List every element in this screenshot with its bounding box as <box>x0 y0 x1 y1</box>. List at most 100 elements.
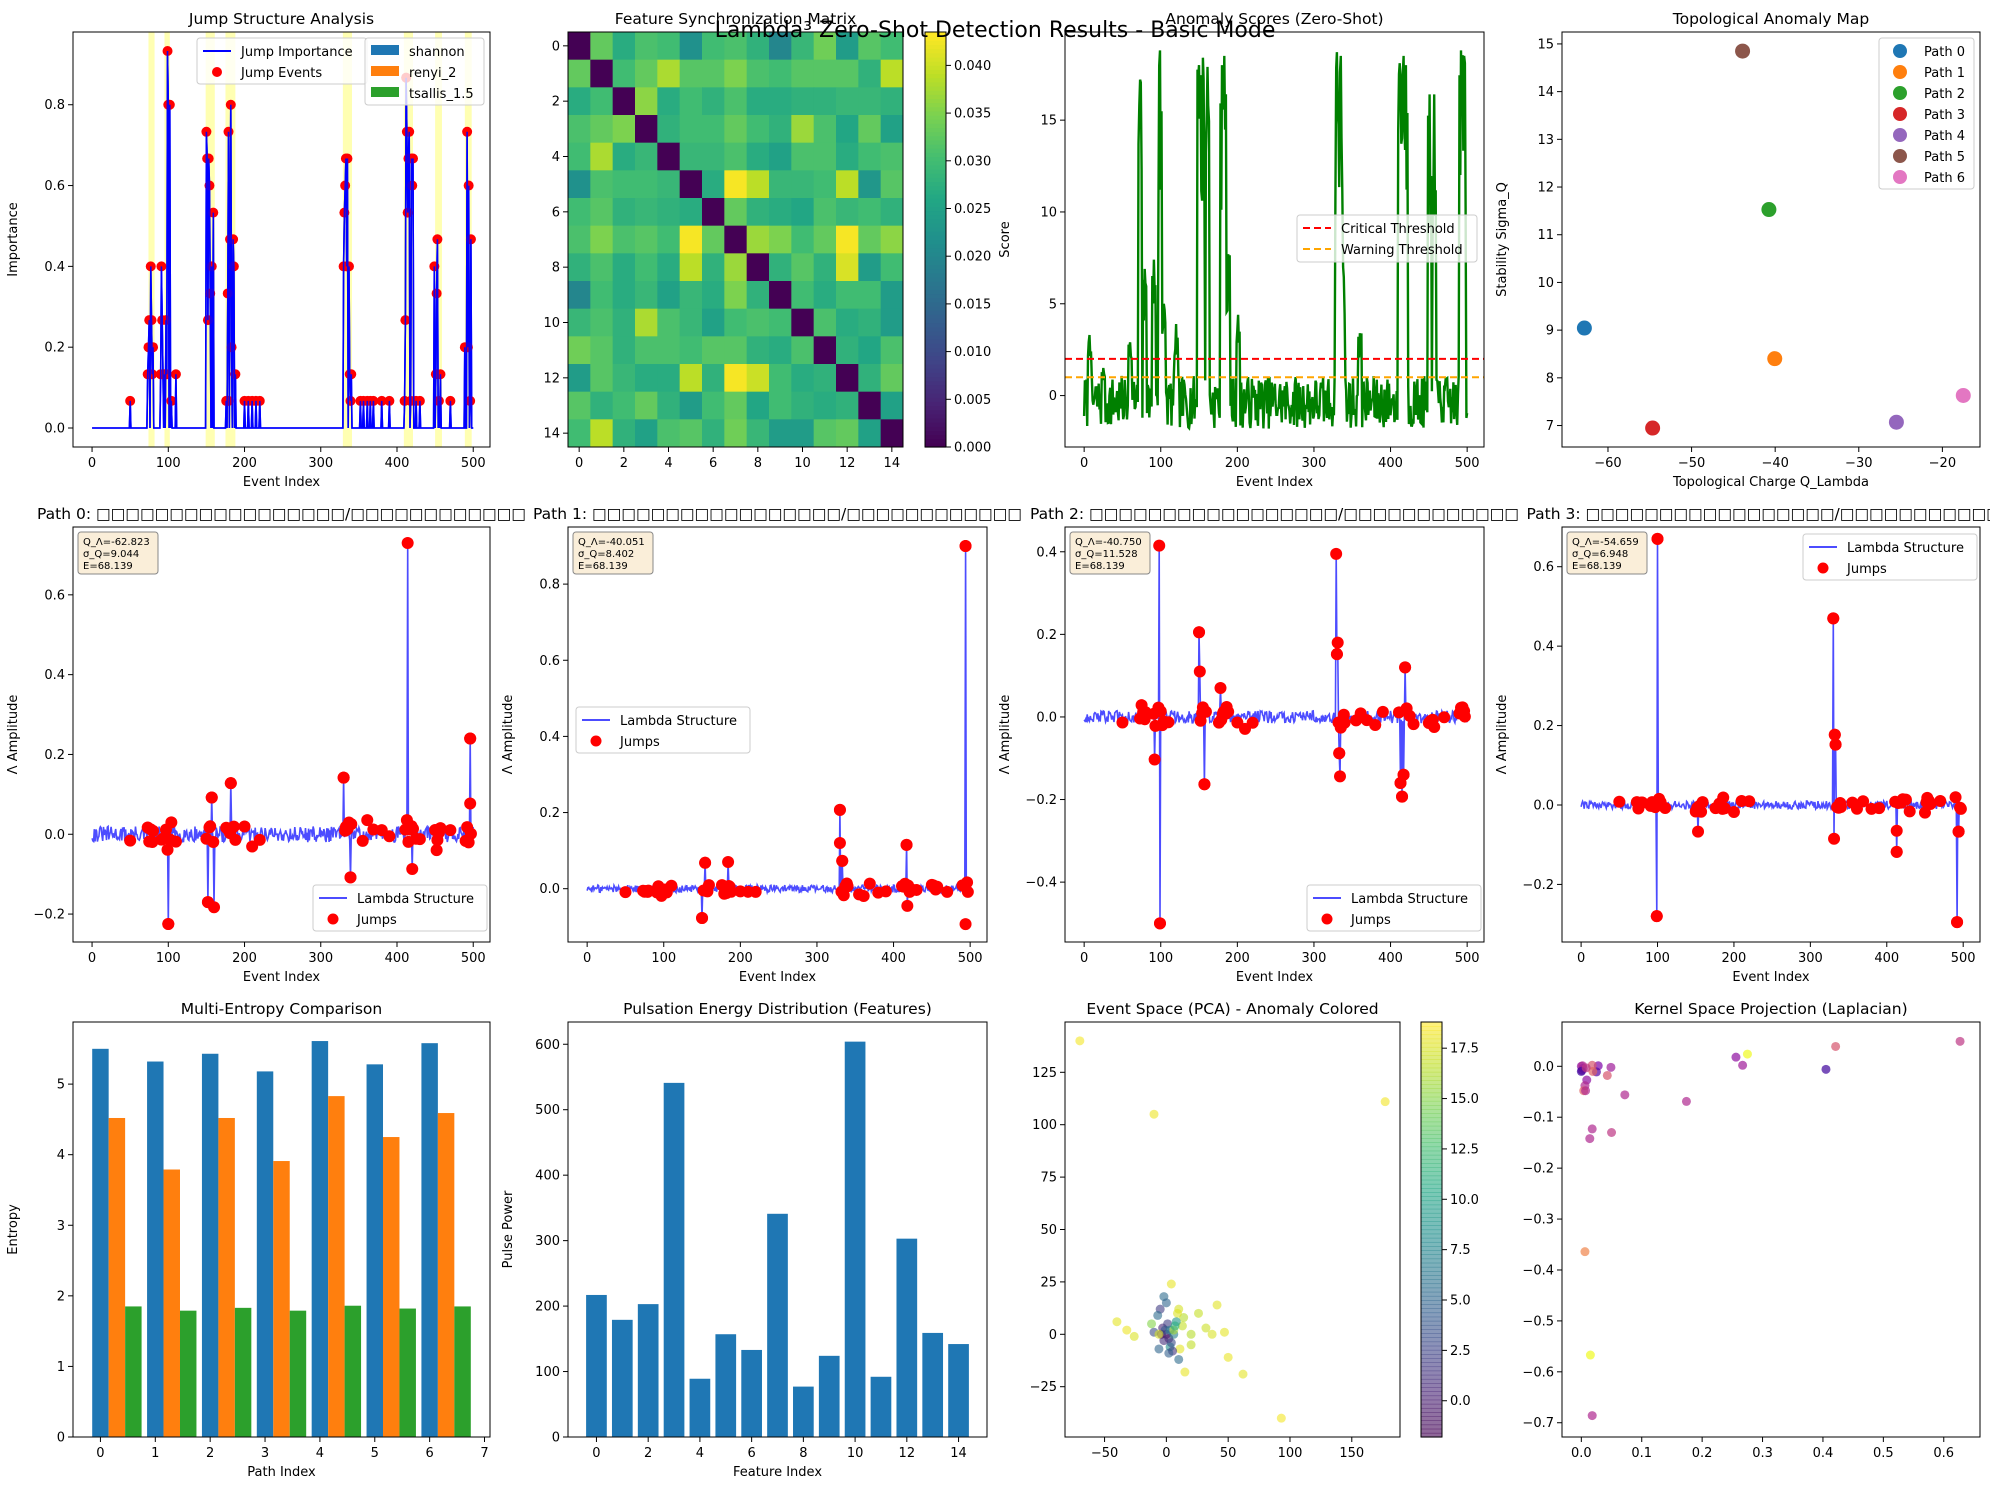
x-tick-label: 2 <box>206 1446 214 1461</box>
heatmap-cell <box>836 225 859 254</box>
jump-point <box>1918 806 1931 819</box>
jump-point <box>1903 805 1916 818</box>
jump-point <box>1717 791 1730 804</box>
colorbar-segment <box>925 81 946 87</box>
jump-point <box>702 879 715 892</box>
heatmap-cell <box>702 142 725 171</box>
chart-title: Pulsation Energy Distribution (Features) <box>623 1000 932 1018</box>
plot-frame <box>72 1021 491 1438</box>
jump-point <box>1890 845 1903 858</box>
chart-event-space-pca: −50 0 50 100 150 −25 0 25 50 75 100 125 Event Space … <box>1030 1000 1479 1461</box>
plot-frame <box>1064 1021 1401 1438</box>
colorbar-segment <box>925 368 946 373</box>
colorbar-tick-label: 2.5 <box>1450 1344 1471 1359</box>
y-tick-label: 0.2 <box>1036 628 1057 643</box>
colorbar-segment <box>925 110 946 116</box>
heatmap-cell <box>769 142 792 171</box>
x-tick-label: 500 <box>1951 951 1976 966</box>
legend-label: Jumps <box>1350 913 1391 928</box>
heatmap-cell <box>769 281 792 310</box>
kernel-point <box>1607 1127 1617 1137</box>
pca-point <box>1149 1109 1159 1119</box>
heatmap-cell <box>724 115 748 144</box>
x-tick-label: 500 <box>958 951 983 966</box>
legend-marker <box>1893 170 1907 184</box>
info-line: Q_Λ=-62.823 <box>83 537 150 548</box>
info-line: Q_Λ=-40.750 <box>1075 537 1142 548</box>
legend-label: Path 1 <box>1924 66 1965 81</box>
legend-label: tsallis_1.5 <box>409 87 474 102</box>
plot-frame <box>567 1021 988 1438</box>
heatmap-cell <box>657 225 681 254</box>
x-tick-label: 0.1 <box>1631 1446 1652 1461</box>
kernel-point <box>1602 1070 1612 1080</box>
x-tick-label: −20 <box>1929 456 1956 471</box>
heatmap-cell <box>813 170 837 199</box>
pca-point <box>1175 1344 1185 1354</box>
y-tick-label: 0.0 <box>539 882 560 897</box>
x-tick-label: 6 <box>709 456 717 471</box>
colorbar-segment <box>925 65 946 70</box>
legend-label: Critical Threshold <box>1341 222 1455 237</box>
x-tick-label: 0 <box>592 1446 600 1461</box>
info-line: σ_Q=8.402 <box>578 549 634 560</box>
legend-swatch <box>371 66 399 76</box>
x-tick-label: 0.5 <box>1873 1446 1894 1461</box>
heatmap-cell <box>813 59 837 88</box>
legend-label: Warning Threshold <box>1341 243 1463 258</box>
y-tick-label: 500 <box>535 1103 560 1118</box>
heatmap-cell <box>746 281 770 310</box>
x-tick-label: 0 <box>96 1446 104 1461</box>
x-tick-label: 5 <box>371 1446 379 1461</box>
jump-point <box>959 540 972 553</box>
chart-title: Feature Synchronization Matrix <box>615 10 856 28</box>
heatmap-cell <box>568 336 591 365</box>
jump-point <box>1338 716 1351 729</box>
heatmap-cell <box>880 225 904 254</box>
colorbar-segment <box>925 218 946 224</box>
colorbar-segment <box>1421 1188 1442 1193</box>
y-tick-label: 2 <box>552 95 560 110</box>
colorbar-tick-label: 0.005 <box>954 393 991 408</box>
colorbar-segment <box>1421 1196 1442 1202</box>
jump-point <box>207 836 220 849</box>
heatmap-cell <box>791 391 815 420</box>
chart-path1: 0 100 200 300 400 500 0.0 0.2 0.4 0.6 0.8 Path 1: □… <box>501 505 1022 985</box>
x-tick-label: 0.6 <box>1933 1446 1954 1461</box>
x-tick-label: 0.4 <box>1813 1446 1834 1461</box>
jump-point <box>1659 802 1672 815</box>
heatmap-cell <box>791 87 815 116</box>
colorbar-segment <box>1421 1341 1442 1347</box>
pulse-bar <box>767 1213 788 1437</box>
x-tick-label: 0.2 <box>1692 1446 1713 1461</box>
jump-point <box>1899 793 1912 806</box>
colorbar-segment <box>925 251 946 257</box>
jump-point <box>879 885 892 898</box>
colorbar-segment <box>925 339 946 344</box>
colorbar-segment <box>1421 1320 1442 1326</box>
path-point <box>1955 387 1971 403</box>
colorbar-segment <box>1421 1175 1442 1181</box>
colorbar-segment <box>1421 1233 1442 1239</box>
heatmap-cell <box>568 32 591 61</box>
colorbar-segment <box>1421 1399 1442 1405</box>
colorbar-segment <box>925 293 946 299</box>
plot-frame <box>567 526 988 943</box>
colorbar-segment <box>925 32 946 37</box>
colorbar-segment <box>1421 1287 1442 1293</box>
kernel-point <box>1955 1036 1965 1046</box>
colorbar-tick-label: 0.035 <box>954 107 991 122</box>
colorbar-segment <box>925 409 946 415</box>
colorbar-segment <box>1421 1407 1442 1413</box>
y-tick-label: 0.2 <box>539 806 560 821</box>
heatmap-cell <box>880 364 904 393</box>
y-tick-label: −0.4 <box>1025 876 1057 891</box>
legend-marker <box>327 913 339 925</box>
colorbar-segment <box>1421 1117 1442 1123</box>
y-tick-label: 10 <box>543 316 560 331</box>
y-axis-label: Score <box>998 221 1013 257</box>
heatmap-cell <box>590 281 614 310</box>
jump-point <box>401 536 414 549</box>
colorbar-segment <box>925 44 946 50</box>
heatmap-cell <box>635 391 658 420</box>
